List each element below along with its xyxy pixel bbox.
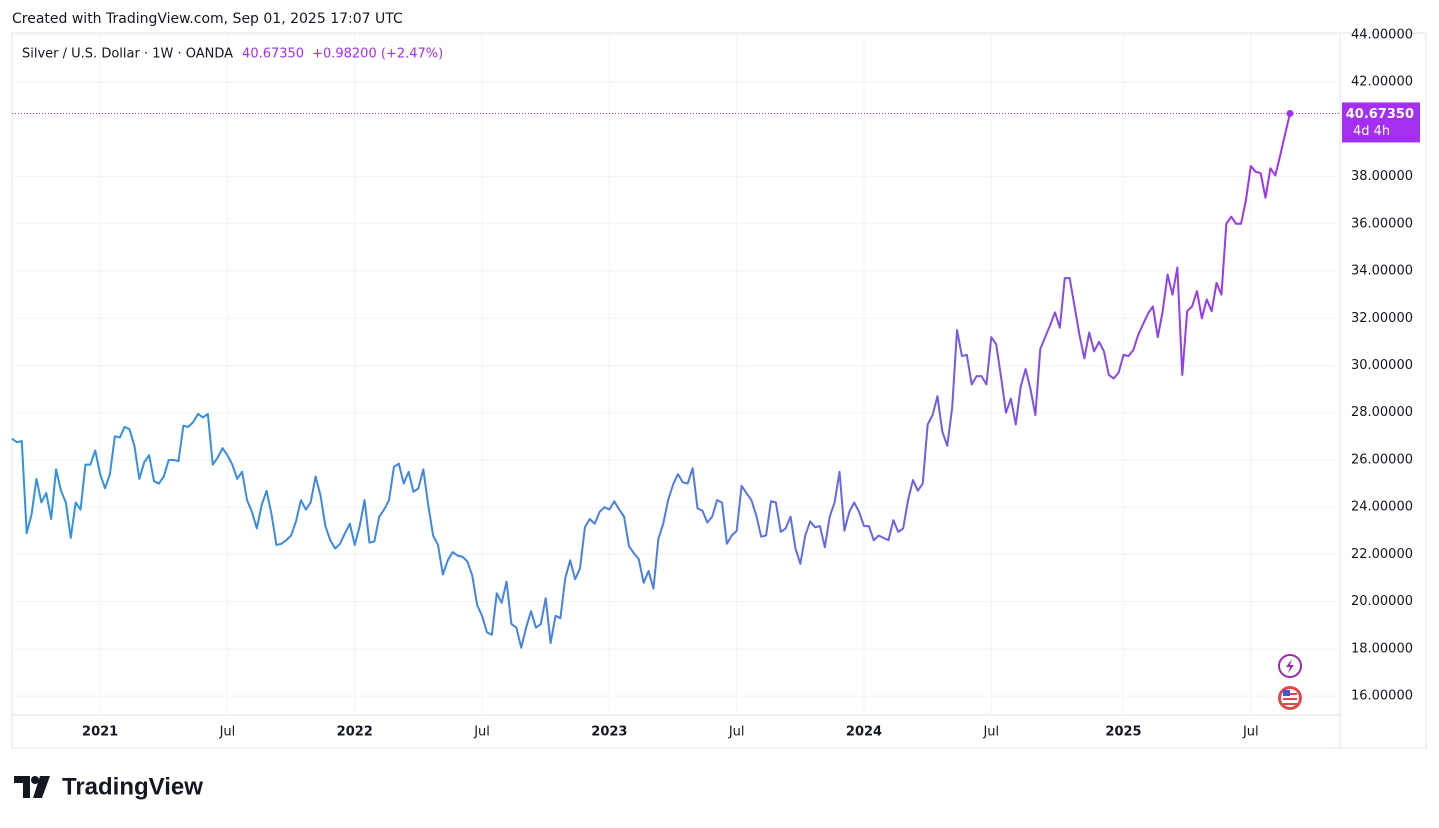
created-note: Created with TradingView.com, Sep 01, 20… (12, 11, 403, 27)
y-tick-label: 26.00000 (1351, 452, 1413, 467)
lightning-icon[interactable] (1278, 654, 1302, 678)
x-tick-label: 2023 (591, 725, 627, 740)
y-tick-label: 16.00000 (1351, 689, 1413, 704)
x-tick-label: Jul (1242, 725, 1259, 740)
x-tick-label: Jul (473, 725, 490, 740)
y-tick-label: 42.00000 (1351, 75, 1413, 90)
x-tick-label: Jul (728, 725, 745, 740)
chart-frame (11, 32, 1427, 749)
x-tick-label: Jul (219, 725, 236, 740)
x-tick-label: 2024 (846, 725, 882, 740)
y-tick-label: 30.00000 (1351, 358, 1413, 373)
x-tick-label: Jul (982, 725, 999, 740)
chart-title: Silver / U.S. Dollar · 1W · OANDA (22, 47, 233, 62)
brand: TradingView (62, 773, 203, 800)
x-tick-label: 2022 (337, 725, 373, 740)
y-tick-label: 24.00000 (1351, 500, 1413, 515)
y-tick-label: 44.00000 (1351, 27, 1413, 42)
x-tick-label: 2021 (82, 725, 118, 740)
y-tick-label: 18.00000 (1351, 641, 1413, 656)
flag-icon[interactable] (1278, 686, 1302, 710)
y-tick-label: 20.00000 (1351, 594, 1413, 609)
y-tick-label: 32.00000 (1351, 311, 1413, 326)
y-tick-label: 28.00000 (1351, 405, 1413, 420)
last-price: 40.67350 (242, 47, 304, 62)
y-tick-label: 36.00000 (1351, 216, 1413, 231)
price-change: +0.98200 (+2.47%) (312, 47, 443, 62)
price-label: 40.67350 (1346, 107, 1414, 122)
price-line (11, 113, 1291, 649)
price-label-box (1342, 102, 1420, 143)
last-point (1286, 109, 1294, 117)
countdown: 4d 4h (1353, 124, 1390, 139)
x-tick-label: 2025 (1105, 725, 1141, 740)
y-tick-label: 34.00000 (1351, 264, 1413, 279)
y-tick-label: 22.00000 (1351, 547, 1413, 562)
logo (14, 776, 50, 798)
y-tick-label: 38.00000 (1351, 169, 1413, 184)
